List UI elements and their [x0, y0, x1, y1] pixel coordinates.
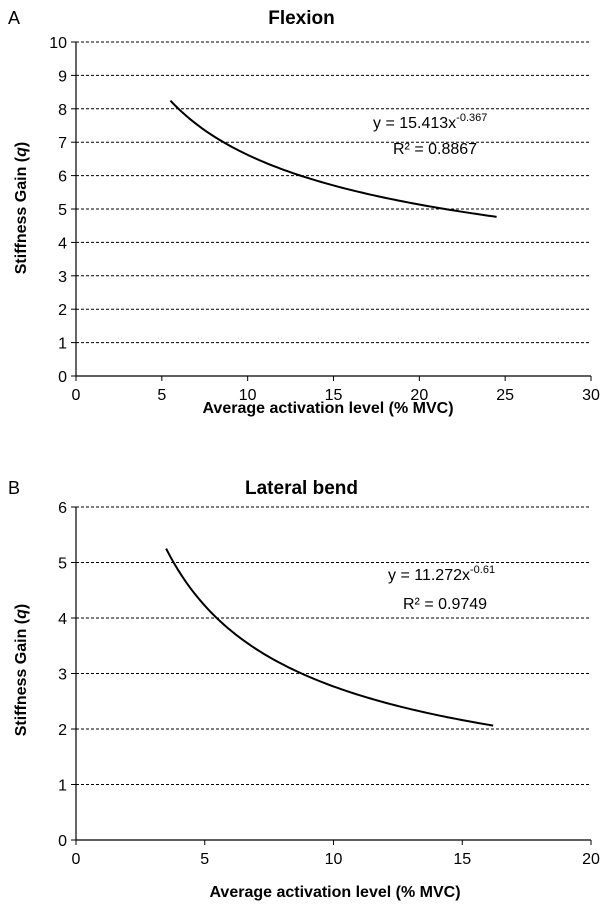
- equation-label: y = 11.272x-0.61: [388, 564, 495, 584]
- chart-title: Lateral bend: [245, 478, 358, 499]
- y-tick-label: 3: [58, 269, 67, 286]
- y-tick-label: 3: [58, 667, 67, 684]
- y-tick-label: 1: [58, 778, 67, 795]
- y-tick-label: 9: [58, 68, 67, 85]
- y-tick-label: 4: [58, 235, 67, 252]
- x-tick-label: 5: [200, 851, 209, 868]
- x-tick-label: 20: [582, 851, 600, 868]
- chart-title: Flexion: [268, 8, 335, 29]
- r-squared-label: R² = 0.9749: [403, 596, 487, 613]
- y-tick-label: 4: [58, 611, 67, 628]
- x-tick-label: 25: [496, 387, 514, 404]
- y-tick-label: 1: [58, 336, 67, 353]
- grid-lines: [76, 41, 591, 344]
- x-tick-label: 10: [239, 387, 257, 404]
- x-tick-label: 5: [157, 387, 166, 404]
- y-tick-label: 5: [58, 556, 67, 573]
- y-tick-label: 6: [58, 500, 67, 517]
- y-tick-label: 2: [58, 302, 67, 319]
- y-tick-label: 7: [58, 135, 67, 152]
- x-axis-label: Average activation level (% MVC): [202, 400, 453, 417]
- x-tick-label: 20: [410, 387, 428, 404]
- x-tick-label: 10: [325, 851, 343, 868]
- chart-plot-lateral-bend: 0 1 2 3 4 5 6 0 5 10 15 20 y = 11.272x-0.61 R² = 0.…: [13, 500, 600, 901]
- y-tick-label: 0: [58, 369, 67, 386]
- x-tick-label: 30: [582, 387, 600, 404]
- fit-curve: [165, 548, 494, 727]
- y-tick-label: 5: [58, 202, 67, 219]
- tick-labels: 0 1 2 3 4 5 6 7 8 9 10 0 5 10 15 20 25 30: [49, 35, 600, 404]
- tick-labels: 0 1 2 3 4 5 6 0 5 10 15 20: [58, 500, 600, 868]
- y-tick-label: 10: [49, 35, 67, 52]
- equation-label: y = 15.413x-0.367: [373, 112, 487, 132]
- chart-plot-flexion: 0 1 2 3 4 5 6 7 8 9 10 0 5 10 15 20 25 30 y = 15.413x-0.3…: [13, 35, 600, 417]
- panel-letter: B: [8, 478, 21, 498]
- x-tick-label: 0: [72, 387, 81, 404]
- y-axis-label: Stiffness Gain (q): [13, 142, 30, 274]
- fit-curve: [169, 99, 497, 218]
- y-tick-label: 8: [58, 102, 67, 119]
- r-squared-label: R² = 0.8867: [393, 141, 477, 158]
- x-tick-label: 15: [325, 387, 343, 404]
- y-axis-label: Stiffness Gain (q): [13, 604, 30, 736]
- panel-letter: A: [8, 8, 21, 28]
- grid-lines: [76, 506, 591, 785]
- x-axis-label: Average activation level (% MVC): [209, 884, 460, 901]
- x-tick-label: 15: [453, 851, 471, 868]
- y-tick-label: 2: [58, 722, 67, 739]
- y-tick-label: 0: [58, 833, 67, 850]
- y-tick-label: 6: [58, 169, 67, 186]
- chart-panel-b: B Lateral bend 0 1 2 3 4 5 6 0 5 10 15 20 y = 11.27…: [0, 470, 603, 907]
- x-tick-label: 0: [72, 851, 81, 868]
- chart-panel-a: A Flexion 0 1 2 3 4 5 6 7 8 9 10 0 5 10 15 20 25 30 y = 1…: [0, 0, 603, 450]
